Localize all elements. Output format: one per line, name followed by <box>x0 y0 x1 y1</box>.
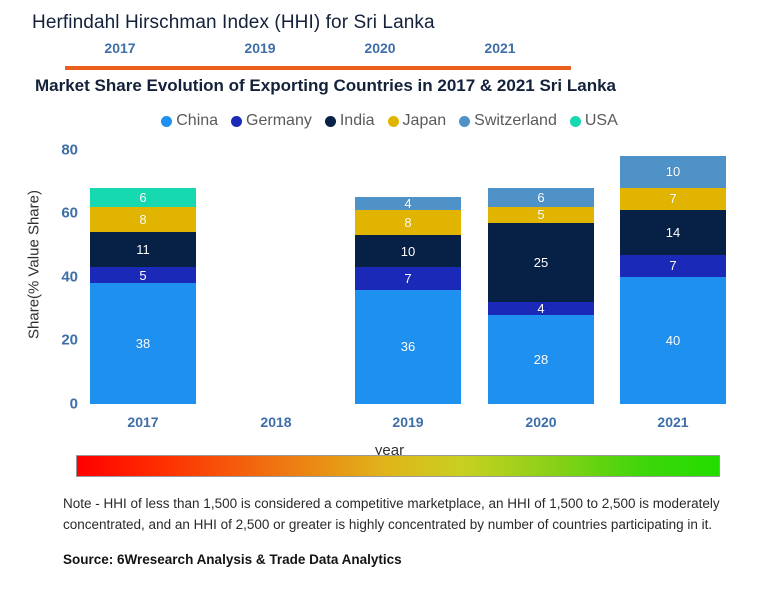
legend-label: Germany <box>246 112 312 129</box>
bar-2019[interactable]: 4 8 10 7 36 <box>355 197 461 404</box>
bar-segment-value: 8 <box>139 212 147 228</box>
x-tick-2018: 2018 <box>260 414 292 430</box>
hhi-year-2021: 2021 <box>484 40 516 56</box>
legend-label: Japan <box>402 112 447 129</box>
legend-label: Switzerland <box>474 112 557 129</box>
legend-item-japan[interactable]: Japan <box>387 112 447 130</box>
bar-segment-china[interactable]: 28 <box>488 314 594 404</box>
bar-segment-value: 8 <box>404 215 412 231</box>
hhi-year-2020: 2020 <box>364 40 396 56</box>
bar-segment-india[interactable]: 14 <box>620 210 726 255</box>
plot-area: Share(% Value Share) 6 8 11 5 38 2017 2018 4 8 10… <box>0 138 779 438</box>
bar-segment-switzerland[interactable]: 6 <box>488 187 594 207</box>
bar-2021[interactable]: 10 7 14 7 40 <box>620 156 726 404</box>
legend-swatch-icon <box>161 115 173 127</box>
bar-segment-switzerland[interactable]: 10 <box>620 156 726 188</box>
legend-item-india[interactable]: India <box>324 112 375 130</box>
legend-swatch-icon <box>231 115 243 127</box>
bar-segment-germany[interactable]: 5 <box>90 267 196 284</box>
bar-segment-germany[interactable]: 7 <box>355 267 461 290</box>
bar-segment-japan[interactable]: 8 <box>90 206 196 233</box>
y-tick-60: 60 <box>61 204 78 222</box>
bar-segment-value: 11 <box>136 242 150 258</box>
hhi-gradient-scale <box>76 455 720 477</box>
bar-segment-value: 7 <box>404 270 412 286</box>
bar-segment-value: 36 <box>400 339 416 355</box>
bar-segment-value: 7 <box>669 191 677 207</box>
y-tick-20: 20 <box>61 331 78 349</box>
bar-segment-value: 6 <box>537 189 545 205</box>
legend-label: China <box>176 112 219 129</box>
bar-segment-india[interactable]: 10 <box>355 235 461 268</box>
bar-segment-japan[interactable]: 7 <box>620 187 726 211</box>
bar-segment-india[interactable]: 11 <box>90 232 196 268</box>
legend-swatch-icon <box>387 115 399 127</box>
hhi-year-row: 2017 2019 2020 2021 <box>65 40 575 60</box>
orange-divider-rule <box>65 66 571 70</box>
bar-segment-value: 5 <box>139 267 147 283</box>
bar-segment-value: 7 <box>669 258 677 274</box>
y-tick-40: 40 <box>61 268 78 286</box>
x-tick-2017: 2017 <box>127 414 159 430</box>
bar-segment-value: 14 <box>665 224 681 240</box>
bar-segment-value: 4 <box>404 196 412 212</box>
bar-segment-value: 5 <box>537 207 545 223</box>
y-tick-0: 0 <box>69 395 78 413</box>
bar-2017[interactable]: 6 8 11 5 38 <box>90 187 196 404</box>
hhi-title: Herfindahl Hirschman Index (HHI) for Sri… <box>32 12 435 33</box>
bar-segment-china[interactable]: 36 <box>355 289 461 404</box>
bar-segment-china[interactable]: 40 <box>620 276 726 404</box>
legend-swatch-icon <box>324 115 336 127</box>
bar-segment-germany[interactable]: 4 <box>488 302 594 315</box>
bar-2020[interactable]: 6 5 25 4 28 <box>488 187 594 404</box>
legend-swatch-icon <box>459 115 471 127</box>
hhi-year-2017: 2017 <box>104 40 136 56</box>
bar-segment-value: 10 <box>665 164 681 180</box>
legend-item-germany[interactable]: Germany <box>231 112 312 130</box>
chart-legend: China Germany India Japan Switzerland USA <box>0 110 779 132</box>
bar-segment-germany[interactable]: 7 <box>620 254 726 277</box>
bar-segment-value: 25 <box>533 255 549 270</box>
bar-segment-switzerland[interactable]: 4 <box>355 197 461 210</box>
legend-label: USA <box>584 112 618 129</box>
bars-layer: 6 8 11 5 38 2017 2018 4 8 10 7 36 2019 6 5 25 4 28 2020 10 7… <box>0 138 779 438</box>
bar-segment-value: 40 <box>665 332 681 348</box>
x-tick-2020: 2020 <box>525 414 557 430</box>
legend-item-usa[interactable]: USA <box>569 112 618 130</box>
bar-segment-value: 4 <box>537 301 545 317</box>
bar-segment-value: 38 <box>135 336 151 352</box>
bar-segment-value: 10 <box>400 243 416 259</box>
x-axis-title: year <box>374 442 405 459</box>
bar-segment-japan[interactable]: 5 <box>488 206 594 223</box>
bar-segment-value: 28 <box>533 351 549 367</box>
bar-segment-value: 6 <box>139 189 147 205</box>
hhi-year-2019: 2019 <box>244 40 276 56</box>
chart-subtitle: Market Share Evolution of Exporting Coun… <box>35 76 616 95</box>
legend-item-switzerland[interactable]: Switzerland <box>459 112 557 130</box>
bar-segment-india[interactable]: 25 <box>488 222 594 303</box>
legend-item-china[interactable]: China <box>161 112 218 130</box>
footer-note: Note - HHI of less than 1,500 is conside… <box>63 496 720 532</box>
x-tick-2019: 2019 <box>392 414 424 430</box>
bar-segment-china[interactable]: 38 <box>90 283 196 404</box>
y-tick-80: 80 <box>61 141 78 159</box>
x-tick-2021: 2021 <box>657 414 689 430</box>
bar-segment-usa[interactable]: 6 <box>90 187 196 207</box>
footer-source: Source: 6Wresearch Analysis & Trade Data… <box>63 552 402 567</box>
legend-swatch-icon <box>569 115 581 127</box>
legend-label: India <box>339 112 375 129</box>
bar-segment-japan[interactable]: 8 <box>355 210 461 236</box>
